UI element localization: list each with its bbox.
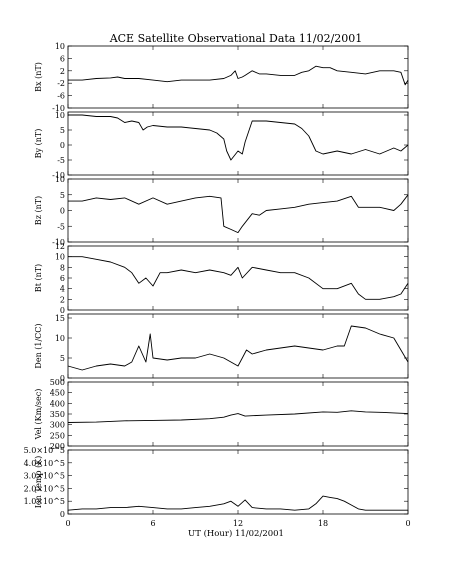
y-tick-label: 0 (60, 306, 65, 315)
panels: 10 6 2 -2 -6 -10 Bx (nT) 10 5 0 -5 -10 By (nT) 10 5 0 -5… (24, 42, 409, 519)
y-tick-label: 250 (50, 431, 65, 440)
panel-frame (67, 111, 409, 176)
y-tick-label: 0 (60, 207, 65, 216)
y-tick-label: 0 (60, 510, 65, 519)
y-axis-label: Vel (Km/sec) (34, 389, 43, 441)
y-tick-label: 350 (50, 410, 65, 419)
series-line (67, 495, 408, 511)
y-tick-label: 4.0×10^5 (24, 459, 65, 468)
y-axis-label: Ion Temp (K) (34, 456, 43, 509)
y-tick-label: 8 (60, 263, 65, 272)
y-tick-label: -10 (52, 104, 65, 113)
panel-4: 12 108 6 42 0 Bt (nT) (34, 242, 409, 315)
y-axis-label: By (nT) (34, 129, 43, 159)
y-tick-label: -10 (52, 238, 65, 247)
y-axis-label: Bt (nT) (34, 264, 43, 292)
y-tick-label: 10 (55, 42, 65, 51)
y-tick-label: 2 (60, 67, 65, 76)
y-tick-label: 15 (55, 314, 65, 323)
y-tick-label: 5 (60, 126, 65, 135)
y-tick-label: 10 (55, 111, 65, 120)
y-tick-label: -5 (57, 222, 65, 231)
y-tick-label: 4 (60, 285, 65, 294)
chart-title: ACE Satellite Observational Data 11/02/2… (109, 32, 363, 45)
x-axis: 0 6 12 18 0 (65, 519, 410, 528)
y-tick-label: 10 (55, 334, 65, 343)
x-tick-label: 6 (150, 519, 155, 528)
y-tick-label: 300 (50, 421, 65, 430)
panel-frame (67, 313, 409, 379)
x-tick-label: 18 (318, 519, 328, 528)
y-tick-label: -10 (52, 171, 65, 180)
panel-7: 5.0×10^5 4.0×10^5 3.0×10^5 2.0×10^5 1.0×10^5… (24, 446, 409, 519)
y-tick-label: 12 (55, 242, 65, 251)
series-line (68, 114, 409, 161)
y-tick-label: -5 (57, 156, 65, 165)
x-axis-label: UT (Hour) 11/02/2001 (188, 528, 284, 539)
y-tick-label: 0 (60, 141, 65, 150)
panel-2: 10 5 0 -5 -10 By (nT) (34, 111, 409, 180)
x-tick-label: 12 (233, 519, 243, 528)
y-tick-label: 5.0×10^5 (24, 446, 65, 455)
y-tick-label: -2 (57, 79, 65, 88)
series-line (68, 256, 409, 300)
panel-frame (67, 449, 409, 515)
y-tick-label: 6 (60, 274, 65, 283)
y-tick-label: 1.0×10^5 (24, 497, 65, 506)
x-tick-label: 0 (65, 519, 70, 528)
y-axis-label: Bz (nT) (34, 196, 43, 225)
y-tick-label: 2.0×10^5 (24, 484, 65, 493)
y-tick-label: -6 (57, 92, 65, 101)
panel-3: 10 5 0 -5 -10 Bz (nT) (34, 175, 409, 247)
y-tick-label: 0 (60, 374, 65, 383)
series-line (67, 325, 409, 371)
y-tick-label: 2 (60, 295, 65, 304)
y-tick-label: 200 (50, 442, 65, 451)
panel-5: 15 10 5 0 Den (1/CC) (34, 313, 409, 383)
y-tick-label: 6 (60, 54, 65, 63)
y-axis-label: Bx (nT) (34, 62, 43, 92)
y-tick-label: 400 (50, 399, 65, 408)
y-tick-label: 3.0×10^5 (24, 472, 65, 481)
y-tick-label: 10 (55, 175, 65, 184)
x-tick-label: 0 (405, 519, 410, 528)
series-line (68, 194, 409, 234)
y-axis-label: Den (1/CC) (34, 323, 43, 368)
y-tick-label: 5 (60, 354, 65, 363)
series-line (68, 65, 409, 86)
y-tick-label: 5 (60, 191, 65, 200)
y-tick-label: 500 (50, 378, 65, 387)
series-line (67, 410, 409, 423)
panel-frame (67, 245, 409, 311)
y-tick-label: 10 (55, 253, 65, 262)
y-tick-label: 450 (50, 389, 65, 398)
panel-1: 10 6 2 -2 -6 -10 Bx (nT) (34, 42, 409, 113)
